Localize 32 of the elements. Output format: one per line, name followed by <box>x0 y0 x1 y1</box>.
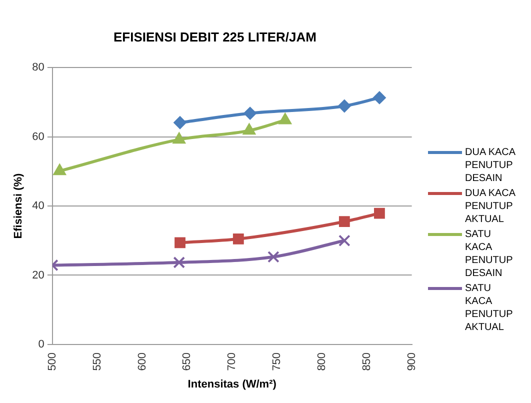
y-tick-label: 60 <box>32 130 44 143</box>
y-axis-title: Efisiensi (%) <box>12 172 25 239</box>
y-tick-label: 80 <box>32 62 44 74</box>
legend-label: DUA KACA PENUTUP DESAIN <box>465 146 516 185</box>
x-tick-label: 750 <box>271 352 284 371</box>
x-tick-label: 600 <box>136 352 148 371</box>
point <box>374 208 385 219</box>
y-tick-label: 20 <box>32 269 44 282</box>
point <box>338 216 350 228</box>
point <box>338 234 350 247</box>
point <box>173 256 186 268</box>
x-tick-label: 500 <box>46 352 58 371</box>
point <box>174 237 186 248</box>
point <box>244 106 257 120</box>
point <box>232 233 244 244</box>
x-tick-label: 650 <box>181 352 194 371</box>
x-tick-label: 550 <box>91 352 104 371</box>
point <box>338 100 351 113</box>
x-tick-label: 900 <box>406 352 418 371</box>
legend-label: DUA KACA PENUTUP AKTUAL <box>465 187 516 226</box>
point <box>174 116 187 130</box>
x-axis-title: Intensitas (W/m²) <box>188 378 277 390</box>
y-tick-label: 0 <box>38 338 44 350</box>
legend-label: SATU KACA PENUTUP DESAIN <box>465 228 514 280</box>
x-tick-label: 800 <box>316 352 328 371</box>
x-tick-label: 700 <box>226 352 238 371</box>
y-tick-label: 40 <box>32 200 44 212</box>
chart-title: EFISIENSI DEBIT 225 LITER/JAM <box>114 29 316 44</box>
legend-label: SATU KACA PENUTUP AKTUAL <box>465 282 514 334</box>
point <box>267 250 280 263</box>
point <box>372 91 386 104</box>
x-tick-label: 850 <box>360 352 373 371</box>
